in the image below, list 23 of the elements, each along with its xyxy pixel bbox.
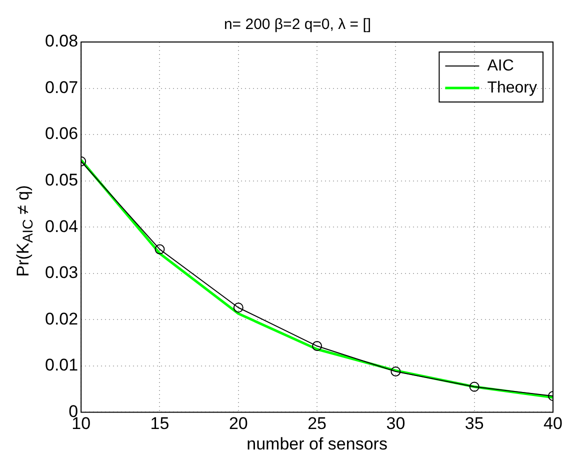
x-tick-label: 25 xyxy=(308,414,327,434)
point xyxy=(390,366,401,376)
y-tick-label: 0.04 xyxy=(44,216,78,236)
y-tick-label: 0.02 xyxy=(44,309,78,328)
x-tick-label: 35 xyxy=(464,414,484,434)
legend-label: Theory xyxy=(487,79,537,96)
y-tick-label: 0.03 xyxy=(44,263,78,282)
point xyxy=(154,244,165,254)
x-axis-title: number of sensors xyxy=(246,434,388,454)
x-tick-label: 15 xyxy=(150,414,170,434)
x-tick-label: 30 xyxy=(386,414,406,434)
chart-title: n= 200 β=2 q=0, λ = [] xyxy=(224,16,372,34)
y-tick-label: 0.08 xyxy=(44,32,78,51)
y-tick-label: 0.01 xyxy=(44,356,78,375)
y-tick-label: 0.07 xyxy=(44,78,78,97)
y-tick-label: 0.05 xyxy=(44,170,78,190)
point xyxy=(233,302,244,313)
point xyxy=(312,341,322,352)
legend-label: AIC xyxy=(487,57,514,74)
point xyxy=(469,382,480,392)
y-tick-label: 0.06 xyxy=(44,124,78,144)
x-tick-label: 40 xyxy=(544,414,562,434)
x-tick-label: 20 xyxy=(228,414,248,434)
